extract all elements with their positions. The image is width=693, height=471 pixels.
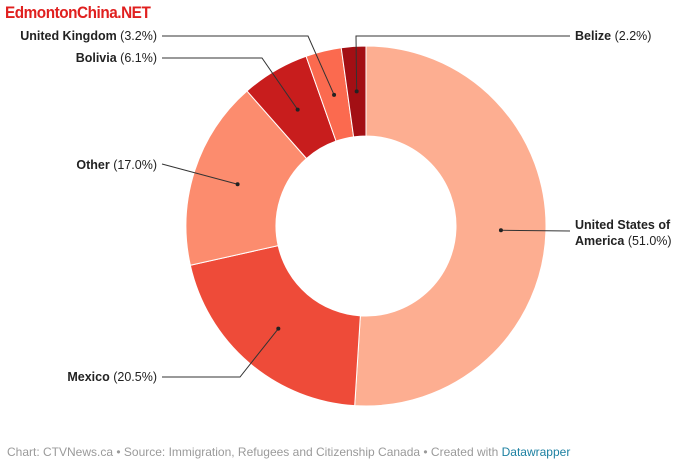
leader-lines-layer xyxy=(161,35,571,378)
slice-name: Other xyxy=(76,158,109,172)
anchor-dot-united-kingdom xyxy=(332,92,337,97)
slice-label-mexico: Mexico (20.5%) xyxy=(67,370,157,384)
slice-label-united-kingdom: United Kingdom (3.2%) xyxy=(20,29,157,43)
slice-name: Belize xyxy=(575,29,611,43)
slice-label-belize: Belize (2.2%) xyxy=(575,29,651,43)
slice-label-other: Other (17.0%) xyxy=(76,158,157,172)
slice-name: Bolivia xyxy=(76,51,118,65)
slice-value: (17.0%) xyxy=(110,158,157,172)
leader-line-united-states-of-america xyxy=(500,229,571,232)
anchor-dot-bolivia xyxy=(295,107,300,112)
slice-label-bolivia: Bolivia (6.1%) xyxy=(76,51,157,65)
slice-mexico[interactable] xyxy=(189,245,361,407)
slice-value: (6.1%) xyxy=(117,51,157,65)
leader-line-mexico xyxy=(162,328,279,378)
labels-layer: United States of America (51.0%) Mexico (2… xyxy=(20,29,671,384)
anchor-dot-other xyxy=(235,182,240,187)
slice-value: (20.5%) xyxy=(110,370,157,384)
datawrapper-link[interactable]: Datawrapper xyxy=(501,445,571,459)
anchor-dot-mexico xyxy=(276,326,281,331)
slice-value: (2.2%) xyxy=(611,29,651,43)
slice-label-united-states-of-america: United States of America (51.0%) xyxy=(575,218,672,248)
slice-value: (3.2%) xyxy=(117,29,157,43)
chart-footer: Chart: CTVNews.ca • Source: Immigration,… xyxy=(7,445,570,459)
slice-name-cont: America xyxy=(575,234,625,248)
donut-chart: United States of America (51.0%) Mexico (2… xyxy=(20,29,672,407)
anchor-dot-belize xyxy=(354,89,359,94)
anchor-dot-united-states-of-america xyxy=(498,228,503,233)
slices-layer xyxy=(185,45,547,407)
leader-line-other xyxy=(161,163,238,185)
slice-belize[interactable] xyxy=(340,45,367,138)
leader-line-bolivia xyxy=(162,57,299,110)
slice-name: United Kingdom xyxy=(20,29,117,43)
leader-line-united-kingdom xyxy=(162,35,335,96)
slice-united-states-of-america[interactable] xyxy=(354,45,547,407)
slice-other[interactable] xyxy=(185,90,308,266)
slice-value: (51.0%) xyxy=(624,234,671,248)
watermark-logo: EdmontonChina.NET xyxy=(5,3,151,22)
footer-source-text: Chart: CTVNews.ca • Source: Immigration,… xyxy=(7,445,502,459)
slice-name: Mexico xyxy=(67,370,110,384)
slice-name: United States of xyxy=(575,218,671,232)
leader-line-belize xyxy=(355,35,570,92)
